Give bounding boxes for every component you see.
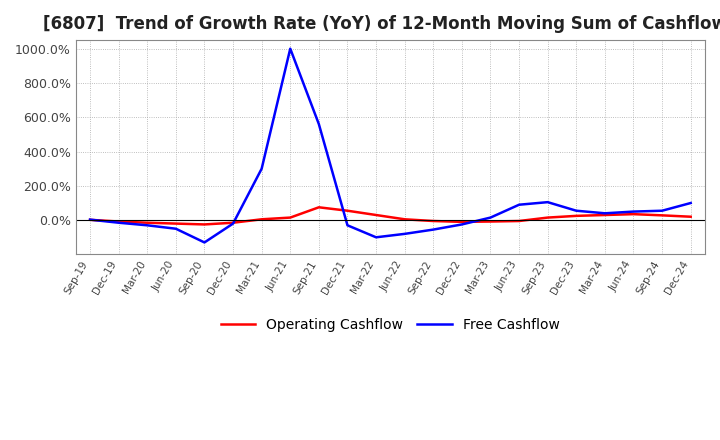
Operating Cashflow [572, 213, 580, 219]
Free Cashflow [286, 46, 294, 51]
Operating Cashflow [372, 213, 380, 218]
Free Cashflow [629, 209, 638, 214]
Operating Cashflow [544, 215, 552, 220]
Operating Cashflow [286, 215, 294, 220]
Operating Cashflow [143, 220, 152, 225]
Free Cashflow [600, 211, 609, 216]
Free Cashflow [515, 202, 523, 207]
Legend: Operating Cashflow, Free Cashflow: Operating Cashflow, Free Cashflow [215, 312, 566, 337]
Operating Cashflow [343, 208, 352, 213]
Line: Free Cashflow: Free Cashflow [90, 49, 690, 242]
Free Cashflow [372, 235, 380, 240]
Operating Cashflow [658, 213, 667, 218]
Operating Cashflow [686, 214, 695, 220]
Free Cashflow [229, 221, 238, 226]
Line: Operating Cashflow: Operating Cashflow [90, 207, 690, 224]
Free Cashflow [429, 227, 438, 232]
Free Cashflow [486, 215, 495, 220]
Free Cashflow [143, 223, 152, 228]
Operating Cashflow [257, 216, 266, 222]
Free Cashflow [114, 220, 123, 225]
Free Cashflow [457, 222, 466, 227]
Title: [6807]  Trend of Growth Rate (YoY) of 12-Month Moving Sum of Cashflows: [6807] Trend of Growth Rate (YoY) of 12-… [43, 15, 720, 33]
Operating Cashflow [515, 218, 523, 224]
Free Cashflow [544, 199, 552, 205]
Operating Cashflow [457, 219, 466, 224]
Free Cashflow [658, 208, 667, 213]
Free Cashflow [686, 200, 695, 205]
Operating Cashflow [429, 218, 438, 224]
Free Cashflow [572, 208, 580, 213]
Operating Cashflow [86, 217, 94, 223]
Operating Cashflow [486, 219, 495, 224]
Free Cashflow [315, 121, 323, 127]
Operating Cashflow [400, 216, 409, 222]
Operating Cashflow [315, 205, 323, 210]
Operating Cashflow [171, 221, 180, 226]
Free Cashflow [257, 166, 266, 171]
Operating Cashflow [114, 219, 123, 224]
Free Cashflow [171, 226, 180, 231]
Operating Cashflow [229, 220, 238, 225]
Free Cashflow [200, 240, 209, 245]
Free Cashflow [86, 217, 94, 222]
Operating Cashflow [629, 212, 638, 217]
Operating Cashflow [200, 222, 209, 227]
Operating Cashflow [600, 213, 609, 218]
Free Cashflow [400, 231, 409, 237]
Free Cashflow [343, 223, 352, 228]
